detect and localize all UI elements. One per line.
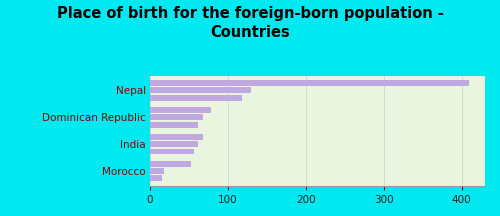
Bar [150, 122, 198, 127]
Bar [150, 175, 162, 181]
Bar [150, 107, 211, 113]
Text: Place of birth for the foreign-born population -
Countries: Place of birth for the foreign-born popu… [56, 6, 444, 40]
Bar [150, 114, 203, 120]
Bar [150, 134, 203, 140]
Bar [150, 80, 470, 86]
Bar [150, 141, 198, 147]
Bar [150, 161, 190, 167]
Bar [150, 95, 242, 101]
Bar [150, 168, 164, 174]
Bar [150, 87, 252, 93]
Bar [150, 149, 194, 154]
